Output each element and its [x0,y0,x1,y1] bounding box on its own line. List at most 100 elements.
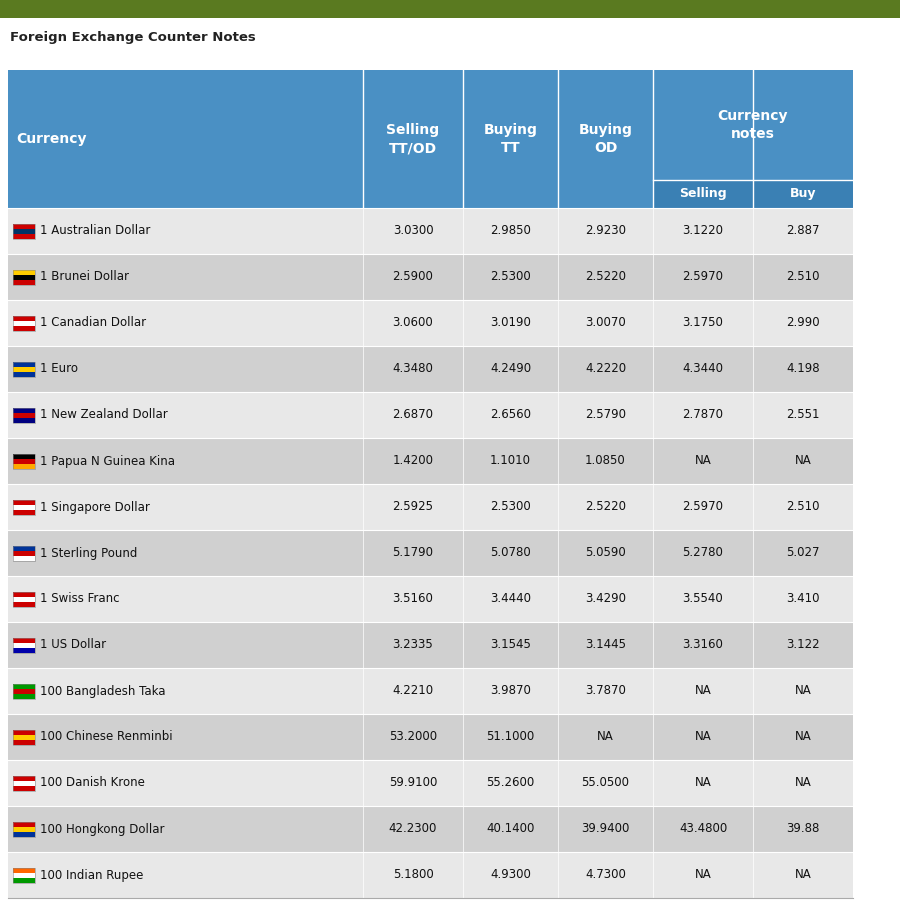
FancyBboxPatch shape [8,346,853,392]
FancyBboxPatch shape [8,806,853,852]
Text: 5.027: 5.027 [787,546,820,560]
FancyBboxPatch shape [8,438,853,484]
FancyBboxPatch shape [13,822,35,826]
Text: 3.4440: 3.4440 [490,592,531,606]
Text: 3.1445: 3.1445 [585,638,626,652]
FancyBboxPatch shape [13,372,35,376]
Text: 4.9300: 4.9300 [491,868,531,881]
Text: Currency
notes: Currency notes [718,109,788,141]
Text: 5.1800: 5.1800 [392,868,434,881]
FancyBboxPatch shape [0,0,900,18]
Text: 40.1400: 40.1400 [486,823,535,835]
FancyBboxPatch shape [13,826,35,832]
FancyBboxPatch shape [8,760,853,806]
FancyBboxPatch shape [13,320,35,326]
Text: 51.1000: 51.1000 [486,731,535,743]
FancyBboxPatch shape [13,780,35,786]
FancyBboxPatch shape [13,362,35,366]
Text: NA: NA [795,685,812,698]
Text: 3.0300: 3.0300 [392,224,433,238]
FancyBboxPatch shape [8,254,853,300]
FancyBboxPatch shape [13,872,35,878]
FancyBboxPatch shape [13,326,35,330]
Text: 100 Hongkong Dollar: 100 Hongkong Dollar [40,823,165,835]
FancyBboxPatch shape [13,233,35,238]
FancyBboxPatch shape [8,70,853,208]
Text: 5.1790: 5.1790 [392,546,434,560]
Text: 1 Euro: 1 Euro [40,363,78,375]
FancyBboxPatch shape [13,229,35,233]
FancyBboxPatch shape [13,688,35,694]
FancyBboxPatch shape [13,868,35,872]
FancyBboxPatch shape [13,269,35,274]
Text: NA: NA [695,868,711,881]
Text: 3.2335: 3.2335 [392,638,434,652]
Text: 3.1545: 3.1545 [491,638,531,652]
Text: 43.4800: 43.4800 [679,823,727,835]
Text: Buy: Buy [790,187,816,201]
Text: Foreign Exchange Counter Notes: Foreign Exchange Counter Notes [10,32,256,44]
Text: 2.5900: 2.5900 [392,271,434,284]
Text: 2.510: 2.510 [787,500,820,514]
FancyBboxPatch shape [13,412,35,418]
Text: 2.551: 2.551 [787,409,820,421]
Text: NA: NA [695,731,711,743]
Text: 4.7300: 4.7300 [585,868,625,881]
Text: 4.2210: 4.2210 [392,685,434,698]
FancyBboxPatch shape [8,484,853,530]
FancyBboxPatch shape [13,601,35,607]
FancyBboxPatch shape [13,740,35,744]
Text: 100 Chinese Renminbi: 100 Chinese Renminbi [40,731,173,743]
Text: 1.0850: 1.0850 [585,454,625,467]
Text: 4.3440: 4.3440 [682,363,724,375]
Text: 5.0590: 5.0590 [585,546,625,560]
Text: 1 Australian Dollar: 1 Australian Dollar [40,224,150,238]
Text: 1.1010: 1.1010 [490,454,531,467]
Text: 3.1750: 3.1750 [682,317,724,329]
Text: 2.5300: 2.5300 [491,500,531,514]
Text: 3.1220: 3.1220 [682,224,724,238]
FancyBboxPatch shape [13,694,35,698]
Text: 2.5925: 2.5925 [392,500,434,514]
FancyBboxPatch shape [13,878,35,883]
Text: 100 Danish Krone: 100 Danish Krone [40,777,145,789]
FancyBboxPatch shape [13,464,35,469]
Text: 2.990: 2.990 [787,317,820,329]
Text: 2.5220: 2.5220 [585,500,626,514]
Text: Buying
TT: Buying TT [483,122,537,155]
FancyBboxPatch shape [13,280,35,284]
Text: 55.0500: 55.0500 [581,777,629,789]
Text: 1.4200: 1.4200 [392,454,434,467]
Text: NA: NA [795,731,812,743]
Text: NA: NA [695,454,711,467]
FancyBboxPatch shape [13,647,35,652]
Text: 4.3480: 4.3480 [392,363,434,375]
FancyBboxPatch shape [13,454,35,458]
Text: 2.887: 2.887 [787,224,820,238]
Text: Selling
TT/OD: Selling TT/OD [386,122,439,155]
Text: NA: NA [695,777,711,789]
Text: 39.88: 39.88 [787,823,820,835]
Text: 2.5970: 2.5970 [682,271,724,284]
Text: 5.2780: 5.2780 [682,546,724,560]
Text: 1 Canadian Dollar: 1 Canadian Dollar [40,317,146,329]
Text: 4.198: 4.198 [787,363,820,375]
Text: 1 Papua N Guinea Kina: 1 Papua N Guinea Kina [40,454,175,467]
FancyBboxPatch shape [13,223,35,229]
FancyBboxPatch shape [13,500,35,505]
Text: 1 Sterling Pound: 1 Sterling Pound [40,546,138,560]
Text: 1 US Dollar: 1 US Dollar [40,638,106,652]
FancyBboxPatch shape [13,509,35,515]
Text: 2.6870: 2.6870 [392,409,434,421]
Text: NA: NA [597,731,614,743]
FancyBboxPatch shape [8,392,853,438]
FancyBboxPatch shape [13,832,35,836]
FancyBboxPatch shape [8,668,853,714]
Text: NA: NA [795,777,812,789]
Text: 1 Swiss Franc: 1 Swiss Franc [40,592,120,606]
FancyBboxPatch shape [8,852,853,898]
Text: 2.9230: 2.9230 [585,224,626,238]
FancyBboxPatch shape [8,714,853,760]
Text: 39.9400: 39.9400 [581,823,630,835]
FancyBboxPatch shape [8,300,853,346]
